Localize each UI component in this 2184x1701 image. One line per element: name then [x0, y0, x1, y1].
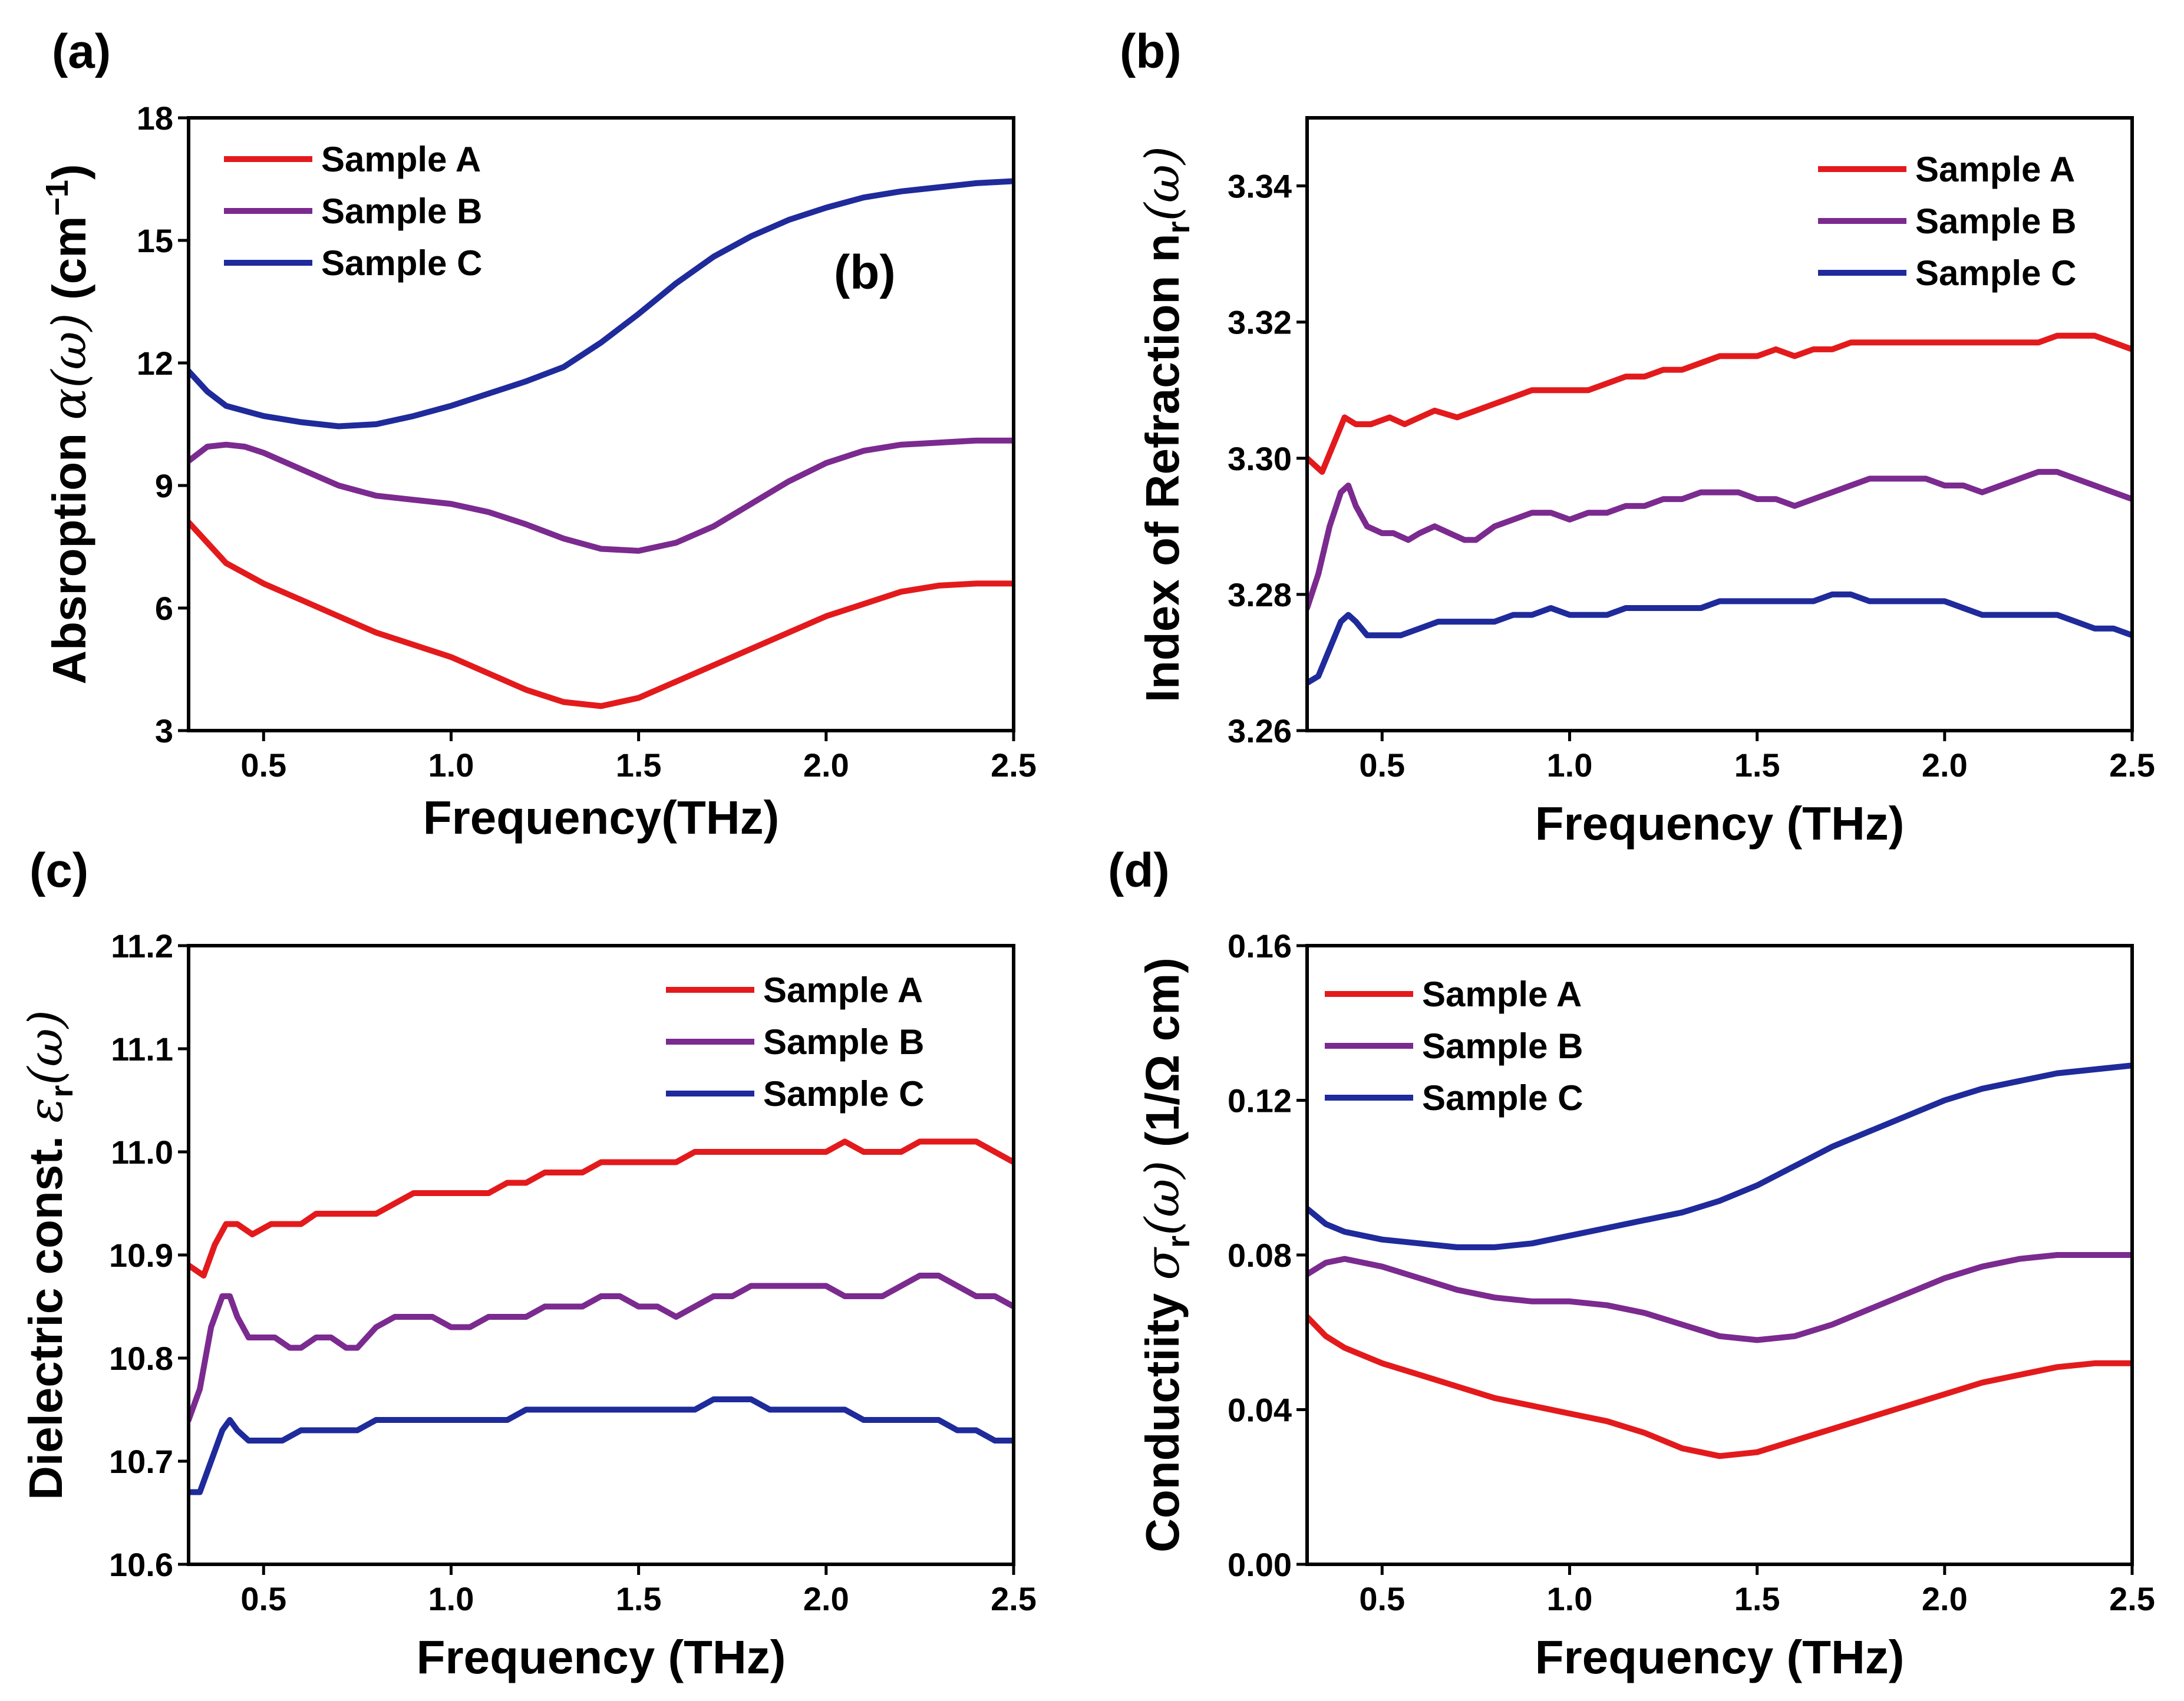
legend: Sample A Sample B Sample C: [1325, 975, 1583, 1118]
y-axis-title: Conductiity σr(ω) (1/Ω cm): [1135, 957, 1196, 1553]
y-tick-label: 0.08: [1228, 1237, 1292, 1274]
y-tick-label: 3.34: [1228, 168, 1292, 205]
series-line-sample-a: [1307, 1314, 2132, 1459]
legend: Sample A Sample B Sample C: [666, 970, 924, 1114]
plot-annotation: (b): [834, 246, 896, 299]
series-line-sample-c: [1307, 1062, 2132, 1250]
series-line-sample-a: [189, 519, 1014, 709]
x-tick-label: 2.5: [2109, 1580, 2155, 1617]
x-tick-label: 2.5: [991, 747, 1037, 784]
x-tick-label: 2.5: [991, 1580, 1037, 1617]
y-tick-label: 0.16: [1228, 927, 1292, 965]
y-tick-label: 0.04: [1228, 1392, 1292, 1429]
series-line-sample-a: [189, 1138, 1014, 1279]
series-line-sample-b: [189, 1273, 1014, 1423]
y-tick-label: 10.8: [109, 1340, 173, 1377]
chart-panel-1: 0.5 1.0 1.5 2.0 2.5 3 6 9 12 15 18 Frequency(THz) Ab…: [39, 25, 1037, 844]
x-tick-label: 2.5: [2109, 747, 2155, 784]
legend-label: Sample A: [321, 140, 481, 179]
y-tick-label: 3.28: [1228, 576, 1292, 613]
legend-label: Sample C: [1422, 1078, 1583, 1118]
x-tick-label: 2.0: [1922, 747, 1968, 784]
y-tick-label: 15: [137, 222, 173, 259]
legend-label: Sample C: [763, 1074, 924, 1114]
series-line-sample-b: [1307, 1252, 2132, 1343]
x-tick-label: 0.5: [240, 1580, 286, 1617]
x-tick-label: 1.5: [1734, 747, 1780, 784]
x-tick-label: 0.5: [1359, 1580, 1405, 1617]
series-line-sample-c: [189, 1396, 1014, 1495]
panel-label: (b): [1120, 25, 1182, 78]
legend: Sample A Sample B Sample C: [224, 140, 482, 283]
y-tick-label: 10.9: [109, 1237, 173, 1274]
x-tick-label: 1.5: [1734, 1580, 1780, 1617]
legend-label: Sample A: [763, 970, 923, 1010]
y-tick-label: 0.12: [1228, 1082, 1292, 1119]
y-tick-label: 10.7: [109, 1443, 173, 1480]
series-line-sample-b: [1307, 468, 2132, 611]
legend-label: Sample C: [1915, 253, 2076, 293]
x-tick-label: 0.5: [1359, 747, 1405, 784]
plot-frame: [1305, 116, 2134, 732]
y-tick-label: 11.2: [111, 927, 173, 965]
x-tick-label: 1.0: [428, 747, 474, 784]
x-tick-label: 1.5: [616, 1580, 662, 1617]
y-tick-label: 18: [137, 100, 173, 137]
legend-label: Sample A: [1915, 150, 2075, 189]
x-axis-title: Frequency (THz): [1535, 797, 1905, 850]
chart-panel-4: 0.5 1.0 1.5 2.0 2.5 0.00 0.04 0.08 0.12 0.16 Frequ…: [1108, 844, 2155, 1683]
series-line-sample-a: [1307, 332, 2132, 475]
x-axis-title: Frequency (THz): [417, 1631, 786, 1683]
plot-frame: [187, 116, 1015, 732]
legend-label: Sample B: [1915, 202, 2076, 241]
y-axis-title: Absroption α(ω) (cm−1): [39, 164, 97, 684]
panel-label: (c): [29, 844, 88, 897]
x-tick-label: 1.0: [1547, 1580, 1593, 1617]
y-tick-label: 10.6: [109, 1546, 173, 1583]
chart-panel-2: 0.5 1.0 1.5 2.0 2.5 3.26 3.28 3.30 3.32 3.34 Frequ…: [1120, 25, 2155, 850]
series-line-sample-c: [1307, 591, 2132, 686]
x-tick-label: 2.0: [1922, 1580, 1968, 1617]
legend-label: Sample B: [321, 191, 482, 231]
y-tick-label: 3: [155, 712, 173, 749]
panel-label: (d): [1108, 844, 1170, 897]
y-tick-label: 3.30: [1228, 440, 1292, 477]
legend-label: Sample B: [763, 1022, 924, 1062]
y-axis-title: Index of Refraction nr(ω): [1135, 146, 1196, 702]
x-axis-title: Frequency(THz): [423, 791, 780, 844]
legend-label: Sample C: [321, 243, 482, 283]
x-tick-label: 1.5: [616, 747, 662, 784]
series-line-sample-c: [189, 178, 1014, 430]
legend: Sample A Sample B Sample C: [1818, 150, 2076, 293]
y-tick-label: 6: [155, 590, 173, 627]
y-tick-label: 3.32: [1228, 304, 1292, 341]
legend-label: Sample B: [1422, 1026, 1583, 1066]
x-tick-label: 2.0: [803, 747, 849, 784]
y-tick-label: 0.00: [1228, 1546, 1292, 1583]
x-tick-label: 2.0: [803, 1580, 849, 1617]
panel-label: (a): [52, 25, 111, 78]
x-axis-title: Frequency (THz): [1535, 1631, 1905, 1683]
y-tick-label: 11.1: [111, 1030, 173, 1068]
y-tick-label: 11.0: [111, 1134, 173, 1171]
series-line-sample-b: [189, 437, 1014, 554]
y-axis-title: Dielectric const. εr(ω): [18, 1010, 80, 1500]
y-tick-label: 3.26: [1228, 712, 1292, 749]
legend-label: Sample A: [1422, 975, 1582, 1014]
chart-panel-3: 0.5 1.0 1.5 2.0 2.5 10.6 10.7 10.8 10.9 11.0 11.1 1…: [18, 844, 1037, 1683]
y-tick-label: 12: [137, 345, 173, 382]
x-tick-label: 1.0: [428, 1580, 474, 1617]
x-tick-label: 0.5: [240, 747, 286, 784]
y-tick-label: 9: [155, 467, 173, 504]
x-tick-label: 1.0: [1547, 747, 1593, 784]
